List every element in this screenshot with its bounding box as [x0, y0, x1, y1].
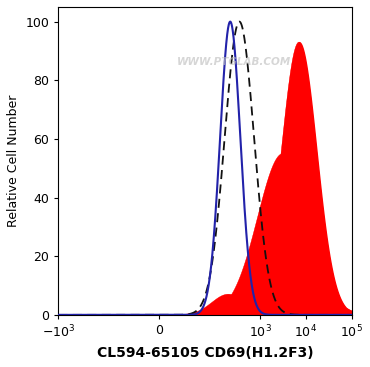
X-axis label: CL594-65105 CD69(H1.2F3): CL594-65105 CD69(H1.2F3) — [97, 346, 313, 360]
Y-axis label: Relative Cell Number: Relative Cell Number — [7, 95, 20, 227]
Text: WWW.PTGLAB.COM: WWW.PTGLAB.COM — [177, 57, 292, 68]
